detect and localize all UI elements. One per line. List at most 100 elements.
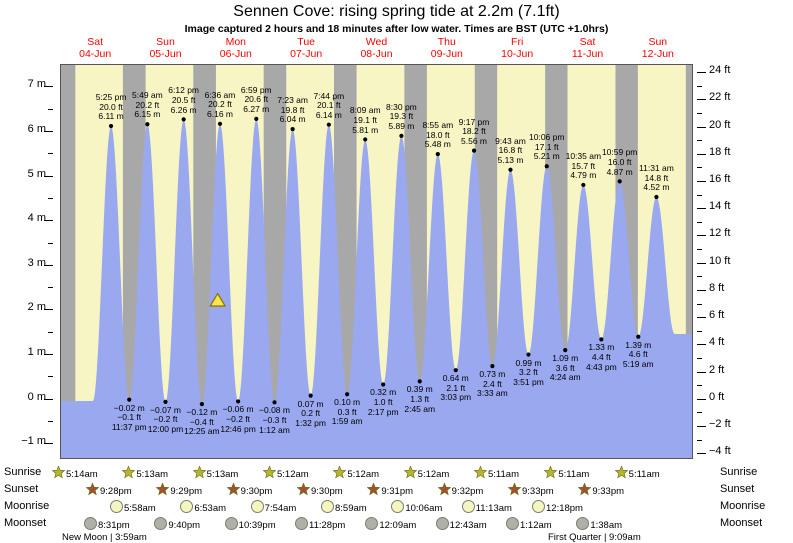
low-tide-label-9-line-3: 2:45 am xyxy=(404,403,436,414)
sunrise-cell-7: 5:11am xyxy=(473,465,519,482)
day-date: 10-Jun xyxy=(501,48,534,60)
low-tide-label-1: −0.02 m −0.1 ft 11:37 pm xyxy=(97,403,161,433)
high-tide-label-12: 9:43 am 16.8 ft 5.13 m xyxy=(478,136,542,166)
right-tick-label: −4 ft xyxy=(709,445,731,458)
right-tick-label: 24 ft xyxy=(709,64,731,77)
low-tide-label-15: 1.39 m 4.6 ft 5:19 am xyxy=(606,339,670,370)
low-tide-label-12-line-3: 3:51 pm xyxy=(513,376,544,387)
day-label-6: Thu 09-Jun xyxy=(412,36,482,60)
day-date: 06-Jun xyxy=(219,48,252,60)
high-tide-label-16: 11:31 am 14.8 ft 4.52 m xyxy=(624,163,688,193)
moonset-cell-7-time: 1:12am xyxy=(520,519,552,531)
day-date: 09-Jun xyxy=(430,48,463,60)
moonrise-disc-icon xyxy=(461,500,475,516)
moonrise-cell-6-time: 11:13am xyxy=(475,502,512,514)
right-axis: 24 ft 22 ft 20 ft 18 ft 16 ft 14 ft 12 ft 10 ft… xyxy=(695,64,791,464)
right-tick-label: 10 ft xyxy=(709,254,731,267)
low-tide-label-6-line-1: 0.07 m xyxy=(297,398,324,409)
low-tide-label-2-line-1: −0.07 m xyxy=(150,404,181,415)
left-minor-tick xyxy=(48,421,53,423)
moonrise-disc-icon xyxy=(180,500,194,516)
low-tide-dot-8 xyxy=(235,399,241,404)
high-tide-dot-25 xyxy=(544,164,549,169)
high-tide-label-11: 9:17 pm 18.2 ft 5.56 m xyxy=(442,117,506,147)
sunrise-cell-1: 5:14am xyxy=(51,465,98,482)
high-tide-dot-1 xyxy=(108,123,114,129)
left-tick-mark xyxy=(44,443,53,445)
current-tide-marker-triangle xyxy=(209,292,226,307)
low-tide-label-15-line-1: 1.39 m xyxy=(625,339,652,350)
left-tick-label: 7 m xyxy=(27,78,46,91)
high-tide-label-15-line-1: 10:59 pm xyxy=(601,147,638,158)
high-tide-label-9: 8:30 pm 19.3 ft 5.89 m xyxy=(369,102,433,132)
day-date: 08-Jun xyxy=(360,48,393,60)
high-tide-label-7-line-2: 20.1 ft xyxy=(316,100,341,111)
right-minor-tick xyxy=(697,385,702,387)
high-tide-label-5-line-2: 20.6 ft xyxy=(244,94,269,105)
high-tide-label-5: 6:59 pm 20.6 ft 6.27 m xyxy=(224,85,288,115)
right-minor-tick xyxy=(697,276,702,278)
right-tick-label: 2 ft xyxy=(709,363,725,376)
left-minor-tick xyxy=(48,153,53,155)
high-tide-label-2-line-2: 20.2 ft xyxy=(135,99,160,110)
right-minor-tick xyxy=(697,140,702,142)
sunset-star-icon xyxy=(85,482,100,499)
high-tide-label-13-line-3: 5.21 m xyxy=(533,151,560,162)
high-tide-label-4-line-3: 6.16 m xyxy=(207,108,233,119)
right-tick-mark xyxy=(697,208,706,210)
left-tick-mark xyxy=(44,354,53,356)
sunset-star-icon xyxy=(296,482,311,499)
high-tide-label-1-line-2: 20.0 ft xyxy=(99,101,123,112)
high-tide-dot-13 xyxy=(326,122,331,127)
low-tide-label-10-line-3: 3:03 pm xyxy=(440,392,472,403)
high-tide-label-13-line-1: 10:06 pm xyxy=(529,132,565,143)
right-tick-mark xyxy=(697,153,706,155)
high-tide-label-4: 6:36 am 20.2 ft 6.16 m xyxy=(188,89,252,120)
sunrise-cell-6-time: 5:12am xyxy=(417,468,450,480)
right-tick-label: 12 ft xyxy=(709,227,731,240)
high-tide-label-6-line-1: 7:23 am xyxy=(277,95,308,106)
moonset-disc-icon xyxy=(365,517,379,533)
sunrise-cell-1-time: 5:14am xyxy=(66,468,98,480)
high-tide-dot-19 xyxy=(435,152,440,157)
low-tide-label-12: 0.99 m 3.2 ft 3:51 pm xyxy=(496,358,560,388)
low-tide-label-11-line-1: 0.73 m xyxy=(479,369,506,380)
moonset-cell-3: 10:39pm xyxy=(224,517,276,533)
low-tide-label-14-line-1: 1.33 m xyxy=(588,342,615,353)
sunset-star-icon xyxy=(507,482,522,499)
low-tide-label-11-line-2: 2.4 ft xyxy=(482,378,502,389)
high-tide-dot-17 xyxy=(399,133,404,138)
sunset-cell-5: 9:31pm xyxy=(366,482,413,499)
sunset-cell-3: 9:30pm xyxy=(226,482,272,499)
sunrise-cell-9-time: 5:11am xyxy=(628,468,660,480)
moonset-cell-1-time: 8:31pm xyxy=(98,519,130,531)
moonset-cell-4: 11:28pm xyxy=(295,517,345,533)
astro-row-label-sunset-left: Sunset xyxy=(4,483,39,495)
moonrise-cell-1-time: 5:58am xyxy=(124,502,156,514)
right-minor-tick xyxy=(697,330,702,332)
sunset-cell-2: 9:29pm xyxy=(155,482,202,499)
right-tick-mark xyxy=(697,317,706,319)
sunrise-star-icon xyxy=(332,465,347,482)
high-tide-label-1-line-1: 5:25 pm xyxy=(95,92,127,103)
low-tide-label-8-line-3: 2:17 pm xyxy=(367,406,399,417)
low-tide-label-5-line-2: −0.3 ft xyxy=(262,414,287,425)
low-tide-label-6-line-2: 0.2 ft xyxy=(301,408,321,419)
high-tide-label-16-line-2: 14.8 ft xyxy=(644,172,669,183)
low-tide-label-14-line-2: 4.4 ft xyxy=(591,351,611,362)
day-of-week: Sun xyxy=(156,36,175,48)
right-tick-mark xyxy=(697,425,706,427)
sunset-cell-4: 9:30pm xyxy=(296,482,343,499)
high-tide-label-4-line-1: 6:36 am xyxy=(204,89,236,100)
low-tide-label-15-line-3: 5:19 am xyxy=(622,358,654,369)
left-tick-mark xyxy=(44,86,53,88)
high-tide-label-10-line-1: 8:55 am xyxy=(422,120,454,131)
astronomical-table: Sunrise Sunrise Sunset Sunset Moonrise Moonri… xyxy=(0,465,793,543)
astro-row-label-moonrise-right: Moonrise xyxy=(720,500,766,512)
night-band-10 xyxy=(685,64,693,459)
moonrise-cell-2: 6:53am xyxy=(180,500,226,516)
right-tick-label: −2 ft xyxy=(709,417,731,430)
moonrise-cell-7-time: 12:18pm xyxy=(546,502,583,514)
high-tide-dot-23 xyxy=(508,167,513,172)
